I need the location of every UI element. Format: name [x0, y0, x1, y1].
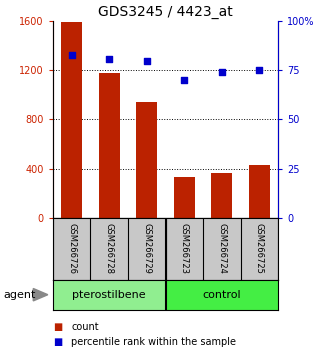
Point — [257, 68, 262, 73]
Bar — [174, 177, 195, 218]
Bar — [62, 22, 82, 218]
Text: percentile rank within the sample: percentile rank within the sample — [71, 337, 236, 347]
Point — [107, 56, 112, 61]
Text: GSM266726: GSM266726 — [67, 223, 76, 274]
Point — [69, 52, 74, 57]
Text: GSM266728: GSM266728 — [105, 223, 114, 274]
Text: GSM266724: GSM266724 — [217, 223, 226, 274]
Point — [182, 77, 187, 83]
Text: count: count — [71, 322, 99, 332]
Text: GSM266723: GSM266723 — [180, 223, 189, 274]
Text: ■: ■ — [53, 337, 62, 347]
Bar — [136, 102, 157, 218]
Bar — [212, 173, 232, 218]
Text: control: control — [203, 290, 241, 300]
Text: GSM266725: GSM266725 — [255, 223, 264, 274]
Text: pterostilbene: pterostilbene — [72, 290, 146, 300]
Point — [144, 58, 149, 63]
Polygon shape — [33, 289, 48, 301]
Text: ■: ■ — [53, 322, 62, 332]
Text: GSM266729: GSM266729 — [142, 223, 151, 274]
Point — [219, 69, 224, 75]
Bar — [249, 165, 269, 218]
Bar — [166, 280, 278, 310]
Bar — [99, 73, 119, 218]
Text: agent: agent — [3, 290, 36, 300]
Bar — [53, 280, 166, 310]
Title: GDS3245 / 4423_at: GDS3245 / 4423_at — [98, 5, 233, 19]
